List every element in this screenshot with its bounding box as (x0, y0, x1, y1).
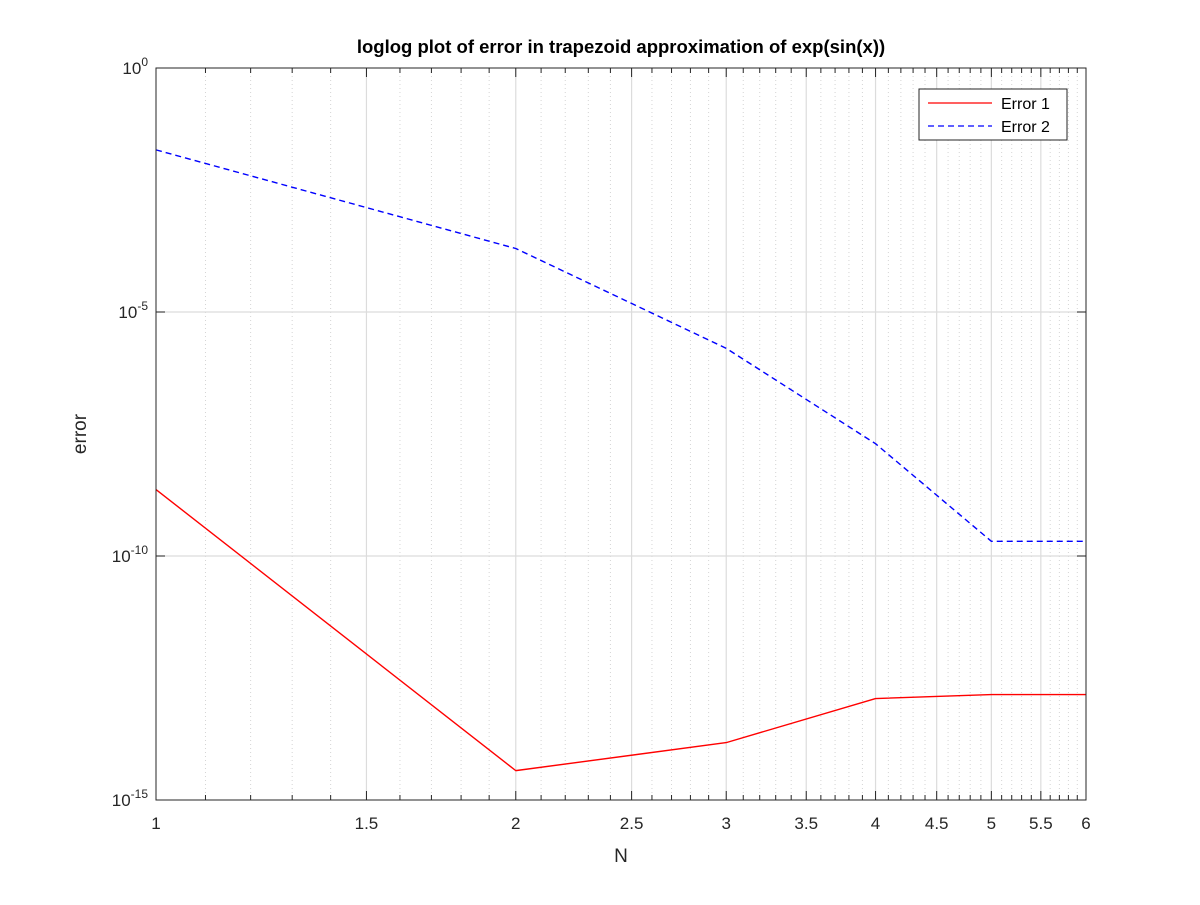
x-tick-label: 5.5 (1029, 814, 1053, 833)
y-tick-label: 10-10 (112, 543, 149, 566)
x-tick-label: 2.5 (620, 814, 644, 833)
legend: Error 1 Error 2 (918, 88, 1068, 141)
tick-marks (155, 67, 1087, 801)
plot-area (156, 68, 1086, 800)
x-tick-label: 5 (987, 814, 996, 833)
y-tick-label: 100 (122, 55, 148, 78)
legend-label-error-1: Error 1 (1001, 96, 1050, 113)
x-tick-label: 4 (871, 814, 880, 833)
axes-box (155, 67, 1087, 801)
chart-title: loglog plot of error in trapezoid approx… (357, 36, 885, 57)
series-line-error-2 (155, 149, 1086, 543)
x-axis-label: N (614, 846, 628, 867)
x-tick-label: 4.5 (925, 814, 949, 833)
x-tick-label: 1.5 (355, 814, 379, 833)
x-tick-label: 2 (511, 814, 520, 833)
grid (156, 68, 1086, 800)
legend-box (918, 88, 1068, 141)
x-tick-label: 3.5 (794, 814, 818, 833)
x-tick-label: 1 (151, 814, 160, 833)
series-line-error-1 (155, 488, 1086, 772)
series-lines (155, 149, 1086, 772)
y-axis-label: error (70, 413, 91, 454)
x-tick-labels: 1 1.5 2 2.5 3 3.5 4 4.5 5 5.5 6 (151, 814, 1090, 833)
y-tick-label: 10-15 (112, 787, 149, 810)
y-tick-label: 10-5 (118, 299, 148, 322)
x-tick-label: 6 (1081, 814, 1090, 833)
legend-label-error-2: Error 2 (1001, 119, 1050, 136)
y-tick-labels: 10-15 10-10 10-5 100 (112, 55, 149, 810)
x-tick-label: 3 (721, 814, 730, 833)
